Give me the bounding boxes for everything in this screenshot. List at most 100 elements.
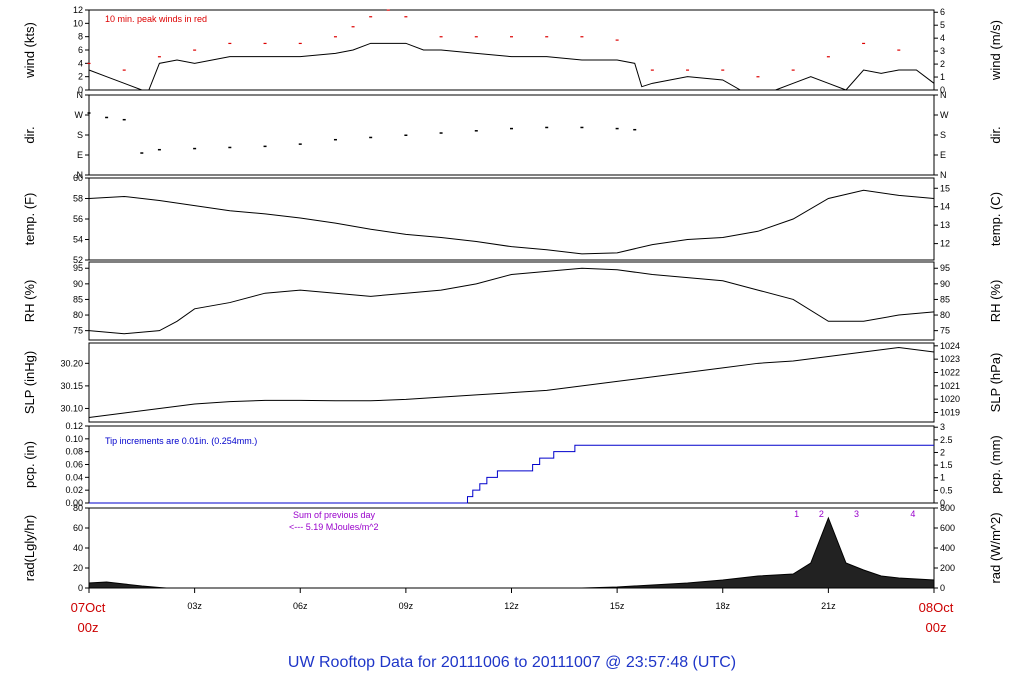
dir-point	[140, 152, 144, 154]
x-end-day: 08Oct	[919, 600, 954, 615]
wind-ytick-label-right: 0	[940, 85, 945, 95]
rad-ytick-label-left: 0	[78, 583, 83, 593]
rh-ylabel-right: RH (%)	[988, 280, 1003, 323]
pcp-ytick-label-left: 0.02	[65, 485, 83, 495]
rh-ytick-label-right: 90	[940, 279, 950, 289]
x-tick-label: 18z	[715, 601, 730, 611]
pcp-ytick-label-right: 3	[940, 422, 945, 432]
slp-ylabel-right: SLP (hPa)	[988, 353, 1003, 413]
wind-peak-mark	[510, 36, 513, 38]
rh-frame	[88, 261, 935, 341]
rad-panel	[85, 507, 938, 589]
dir-point	[298, 143, 302, 145]
wind-ytick-label-left: 2	[78, 72, 83, 82]
dir-point	[87, 112, 91, 114]
rad-ytick-label-right: 600	[940, 523, 955, 533]
dir-point	[105, 116, 109, 119]
dir-ytick-label-left: N	[77, 90, 84, 100]
wind-peak-mark	[351, 26, 355, 28]
temp-ytick-label-right: 14	[940, 202, 950, 212]
rh-ytick-label-right: 95	[940, 263, 950, 273]
wind-peak-mark	[333, 36, 337, 38]
rad-marker: 2	[819, 509, 824, 519]
rh-ytick-label-left: 95	[73, 263, 83, 273]
wind-ylabel-left: wind (kts)	[22, 22, 37, 79]
wind-ytick-label-left: 8	[78, 32, 83, 42]
x-tick-label: 12z	[504, 601, 519, 611]
slp-ytick-label-right: 1023	[940, 354, 960, 364]
wind-peak-mark	[298, 42, 302, 45]
temp-ytick-label-left: 54	[73, 235, 83, 245]
dir-ytick-label-left: W	[75, 110, 84, 120]
wind-peak-mark	[826, 56, 830, 58]
dir-point	[545, 126, 549, 129]
wind-peak-mark	[545, 36, 549, 38]
dir-panel	[85, 94, 938, 176]
wind-peak-mark	[686, 69, 690, 71]
dir-point	[633, 128, 637, 131]
rh-ytick-label-left: 85	[73, 294, 83, 304]
wind-panel	[85, 9, 938, 91]
x-start-day: 07Oct	[71, 600, 106, 615]
pcp-ytick-label-left: 0.08	[65, 447, 83, 457]
rh-ytick-label-left: 90	[73, 279, 83, 289]
wind-ytick-label-left: 4	[78, 58, 83, 68]
temp-ylabel-right: temp. (C)	[988, 192, 1003, 246]
rh-ytick-label-right: 85	[940, 294, 950, 304]
wind-ytick-label-left: 10	[73, 18, 83, 28]
dir-point	[510, 127, 513, 130]
dir-point	[404, 134, 408, 136]
wind-peak-mark	[897, 49, 901, 51]
x-start-hour: 00z	[78, 620, 99, 635]
rad-marker: 3	[854, 509, 859, 519]
pcp-ytick-label-left: 0.06	[65, 460, 83, 470]
pcp-ytick-label-left: 0.10	[65, 434, 83, 444]
temp-panel	[85, 177, 938, 261]
wind-peak-mark	[122, 69, 126, 71]
dir-ytick-label-left: E	[77, 150, 83, 160]
temp-line	[88, 189, 935, 255]
wind-speed-line	[88, 42, 935, 91]
x-tick-label: 06z	[293, 601, 308, 611]
slp-ytick-label-right: 1024	[940, 341, 960, 351]
dir-ytick-label-left: S	[77, 130, 83, 140]
rad-area	[88, 516, 935, 589]
rad-note-2: <--- 5.19 MJoules/m^2	[289, 522, 379, 532]
rad-ylabel-right: rad (W/m^2)	[988, 512, 1003, 583]
pcp-ytick-label-left: 0.04	[65, 472, 83, 482]
slp-ytick-label-right: 1020	[940, 394, 960, 404]
wind-ytick-label-right: 6	[940, 7, 945, 17]
dir-point	[333, 138, 337, 141]
wind-peak-mark	[157, 56, 161, 58]
rh-ylabel-left: RH (%)	[22, 280, 37, 323]
wind-peak-mark	[474, 36, 478, 38]
temp-ytick-label-left: 60	[73, 173, 83, 183]
rad-ytick-label-right: 0	[940, 583, 945, 593]
dir-point	[193, 147, 197, 150]
wind-ytick-label-right: 3	[940, 46, 945, 56]
temp-ytick-label-right: 15	[940, 183, 950, 193]
dir-point	[369, 136, 373, 139]
x-tick-label: 03z	[187, 601, 202, 611]
rad-ylabel-left: rad(Lgly/hr)	[22, 515, 37, 581]
pcp-ytick-label-right: 0.5	[940, 485, 953, 495]
rad-ytick-label-right: 200	[940, 563, 955, 573]
dir-frame	[88, 94, 935, 176]
slp-panel	[85, 342, 938, 423]
wind-peak-mark	[791, 69, 795, 71]
slp-ylabel-left: SLP (inHg)	[22, 351, 37, 414]
x-tick-label: 15z	[610, 601, 625, 611]
wind-peak-mark	[193, 49, 197, 51]
dir-point	[122, 118, 126, 121]
dir-ytick-label-left: N	[77, 170, 84, 180]
rh-ytick-label-right: 75	[940, 326, 950, 336]
wind-peak-mark	[386, 9, 390, 11]
x-tick-label: 09z	[399, 601, 414, 611]
dir-ytick-label-right: E	[940, 150, 946, 160]
dir-point	[228, 146, 232, 149]
temp-ytick-label-right: 12	[940, 239, 950, 249]
wind-peak-mark	[862, 42, 866, 45]
slp-ytick-label-right: 1019	[940, 407, 960, 417]
pcp-ylabel-right: pcp. (mm)	[988, 435, 1003, 494]
